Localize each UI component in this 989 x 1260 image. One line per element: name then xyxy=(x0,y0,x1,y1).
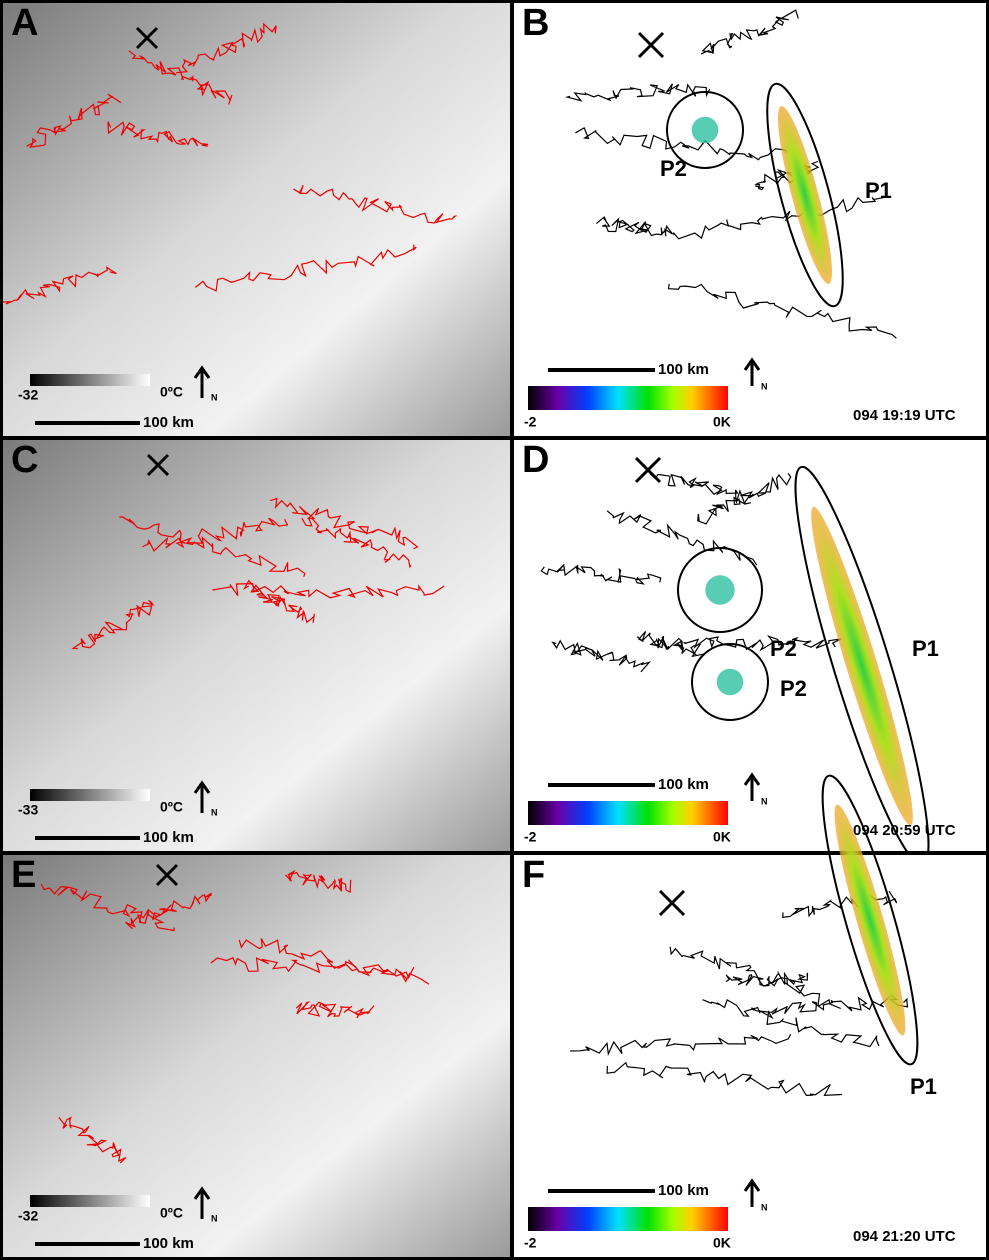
timestamp: 094 20:59 UTC xyxy=(853,822,956,839)
timestamp: 094 19:19 UTC xyxy=(853,407,956,424)
north-label: N xyxy=(761,796,768,806)
panel: -32 0ºC N 100 km A xyxy=(3,2,510,436)
colorbar-max: 0ºC xyxy=(160,1205,183,1221)
region-label: P2 xyxy=(780,676,807,701)
colorbar-max: 0ºC xyxy=(160,799,183,815)
panel-background xyxy=(514,855,986,1257)
colorbar-min: -2 xyxy=(524,1235,537,1251)
scale-label: 100 km xyxy=(658,1182,709,1199)
colorbar xyxy=(528,801,728,825)
colorbar xyxy=(30,789,150,801)
north-label: N xyxy=(211,1213,218,1223)
panel-label: A xyxy=(11,2,38,44)
p2-plume xyxy=(717,669,744,696)
region-label: P1 xyxy=(865,178,892,203)
panel-background xyxy=(3,3,510,436)
panel-label: C xyxy=(11,439,38,481)
colorbar-max: 0ºC xyxy=(160,384,183,400)
p2-plume xyxy=(692,117,719,144)
scale-label: 100 km xyxy=(143,414,194,431)
colorbar-max: 0K xyxy=(713,414,731,430)
north-label: N xyxy=(211,392,218,402)
scale-label: 100 km xyxy=(658,776,709,793)
figure: -32 0ºC N 100 km A P2 P1 100 km N -2 0K 094 19:19 U… xyxy=(0,0,989,1260)
region-label: P2 xyxy=(770,636,797,661)
north-label: N xyxy=(761,381,768,391)
colorbar-min: -2 xyxy=(524,829,537,845)
panel: P2 P1 100 km N -2 0K 094 19:19 UTC B xyxy=(514,2,986,436)
p2-plume xyxy=(705,575,734,604)
colorbar xyxy=(528,1207,728,1231)
panel-label: B xyxy=(522,2,549,44)
colorbar-min: -32 xyxy=(18,387,38,403)
colorbar xyxy=(528,386,728,410)
page: -32 0ºC N 100 km A P2 P1 100 km N -2 0K 094 19:19 U… xyxy=(0,0,989,1260)
scale-label: 100 km xyxy=(658,361,709,378)
colorbar-max: 0K xyxy=(713,829,731,845)
region-label: P2 xyxy=(660,156,687,181)
timestamp: 094 21:20 UTC xyxy=(853,1228,956,1245)
region-label: P1 xyxy=(912,636,939,661)
region-label: P1 xyxy=(910,1074,937,1099)
north-label: N xyxy=(211,807,218,817)
panel-label: F xyxy=(522,854,545,896)
panel: -33 0ºC N 100 km C xyxy=(3,439,510,851)
colorbar-min: -2 xyxy=(524,414,537,430)
colorbar xyxy=(30,1195,150,1207)
panel-label: D xyxy=(522,439,549,481)
colorbar-min: -32 xyxy=(18,1208,38,1224)
scale-label: 100 km xyxy=(143,1235,194,1252)
north-label: N xyxy=(761,1202,768,1212)
colorbar-max: 0K xyxy=(713,1235,731,1251)
panel: -32 0ºC N 100 km E xyxy=(3,854,510,1257)
panel: P2 P1 100 km N -2 0K 094 20:59 UTC D xyxy=(514,439,986,873)
colorbar xyxy=(30,374,150,386)
scale-label: 100 km xyxy=(143,829,194,846)
colorbar-min: -33 xyxy=(18,802,38,818)
panel-label: E xyxy=(11,854,36,896)
